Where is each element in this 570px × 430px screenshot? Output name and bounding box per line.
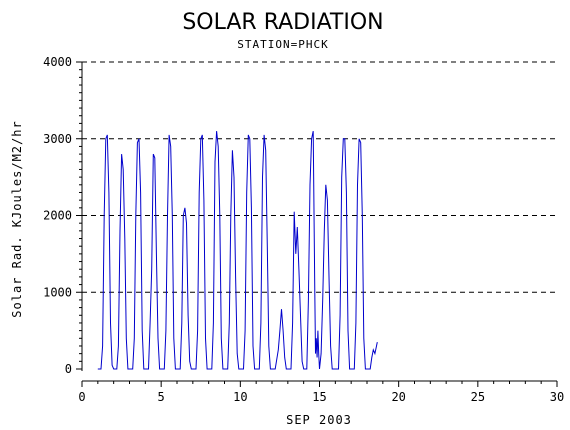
x-tick-label: 15 [312,390,326,404]
tick-marks: 0 1000 2000 3000 4000 0 5 10 15 20 25 30 [43,55,564,404]
series-layer [97,130,378,370]
grid-lines [82,61,557,293]
x-tick-label: 20 [391,390,405,404]
chart-subtitle: STATION=PHCK [237,38,328,51]
y-tick-label: 3000 [43,132,72,146]
y-tick-label: 0 [65,362,72,376]
x-axis-label: SEP 2003 [286,413,352,427]
chart-title: SOLAR RADIATION [182,10,383,35]
axes [81,62,557,382]
series-line [97,130,378,370]
x-tick-label: 25 [471,390,485,404]
x-tick-label: 5 [158,390,165,404]
y-axis-label: Solar Rad. KJoules/M2/hr [10,120,24,317]
x-tick-label: 0 [78,390,85,404]
y-tick-label: 2000 [43,209,72,223]
x-tick-label: 10 [233,390,247,404]
y-tick-label: 4000 [43,55,72,69]
x-tick-label: 30 [550,390,564,404]
y-tick-label: 1000 [43,285,72,299]
